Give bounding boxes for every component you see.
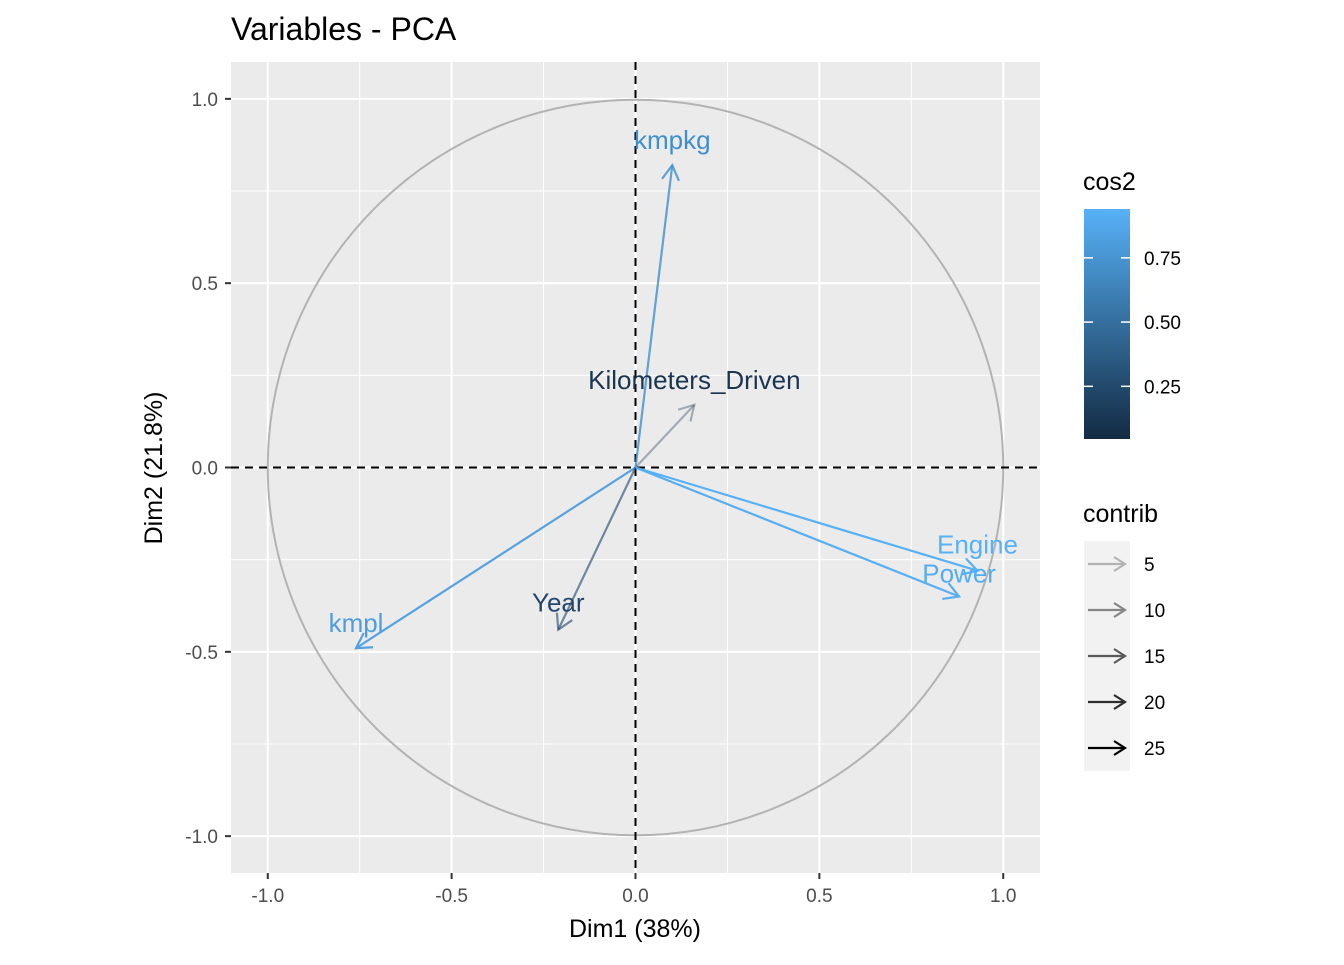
arrow-engine: [635, 466, 980, 576]
legend-contrib: contrib 5 10 15 20 25: [1083, 500, 1165, 771]
y-axis-ticks: -1.0 -0.5 0.0 0.5 1.0: [185, 90, 231, 848]
y-tick-label: 0.5: [192, 274, 218, 295]
reference-lines: [231, 62, 1040, 873]
legend-contrib-keys: 5 10 15 20 25: [1088, 555, 1165, 760]
chart-title: Variables - PCA: [231, 11, 457, 47]
arrow-shaft: [634, 165, 674, 468]
legend-cos2-label: 0.25: [1144, 377, 1181, 398]
x-tick-label: 1.0: [990, 886, 1016, 907]
variable-label: Year: [532, 588, 585, 618]
arrow-head: [677, 403, 696, 422]
legend-contrib-key: 15: [1088, 647, 1165, 668]
arrow-shaft: [635, 466, 978, 572]
legend-cos2-label: 0.50: [1144, 313, 1181, 334]
legend-contrib-key: 20: [1088, 693, 1165, 714]
legend-arrow-head: [1113, 694, 1128, 710]
y-tick-label: 0.0: [192, 459, 218, 480]
legend-contrib-key: 25: [1088, 739, 1165, 760]
legend-contrib-label: 5: [1144, 555, 1155, 576]
variable-arrows: [354, 163, 980, 650]
arrow-power: [635, 466, 962, 601]
arrow-head: [661, 163, 680, 182]
legend-cos2-label: 0.75: [1144, 249, 1181, 270]
x-tick-label: 0.0: [622, 886, 648, 907]
arrow-shaft: [557, 467, 637, 631]
variable-label: Kilometers_Driven: [588, 365, 800, 395]
legend-arrow-head: [1113, 602, 1128, 618]
legend-cos2-title: cos2: [1083, 168, 1136, 196]
y-tick-label: -1.0: [185, 827, 218, 848]
legend-contrib-label: 10: [1144, 601, 1165, 622]
legend-contrib-key: 5: [1088, 555, 1155, 576]
legend-contrib-label: 20: [1144, 693, 1165, 714]
legend-contrib-label: 25: [1144, 739, 1165, 760]
x-tick-label: -1.0: [251, 886, 284, 907]
legend-contrib-title: contrib: [1083, 500, 1158, 528]
legend-arrow-head: [1113, 648, 1128, 664]
legend-cos2-ticks: 0.25 0.50 0.75: [1084, 249, 1181, 398]
arrow-kilometers-driven: [634, 403, 696, 469]
arrow-head: [555, 612, 573, 632]
y-axis-title: Dim2 (21.8%): [140, 392, 168, 545]
arrow-head: [354, 632, 374, 650]
arrow-year: [555, 467, 637, 632]
variable-label: Power: [922, 559, 996, 589]
arrow-head: [942, 582, 962, 601]
arrow-shaft: [355, 466, 637, 650]
arrow-shaft: [635, 466, 960, 598]
arrow-shaft: [634, 404, 696, 469]
arrow-kmpl: [354, 466, 637, 650]
legend-arrow-head: [1113, 740, 1128, 756]
variable-label: kmpl: [329, 608, 384, 638]
variable-label: Engine: [937, 530, 1018, 560]
y-tick-label: -0.5: [185, 643, 218, 664]
legend-contrib-key: 10: [1088, 601, 1165, 622]
x-tick-label: 0.5: [806, 886, 832, 907]
arrow-kmpkg: [634, 163, 680, 468]
x-tick-label: -0.5: [435, 886, 468, 907]
legend-contrib-label: 15: [1144, 647, 1165, 668]
arrow-head: [960, 557, 980, 576]
x-axis-ticks: -1.0 -0.5 0.0 0.5 1.0: [251, 873, 1016, 907]
legend-cos2: cos2 0.25 0.50 0.75: [1083, 168, 1181, 439]
y-tick-label: 1.0: [192, 90, 218, 111]
legend-arrow-head: [1113, 556, 1128, 572]
x-axis-title: Dim1 (38%): [569, 915, 701, 943]
legend-cos2-colorbar: [1084, 209, 1130, 439]
variable-label: kmpkg: [634, 125, 711, 155]
